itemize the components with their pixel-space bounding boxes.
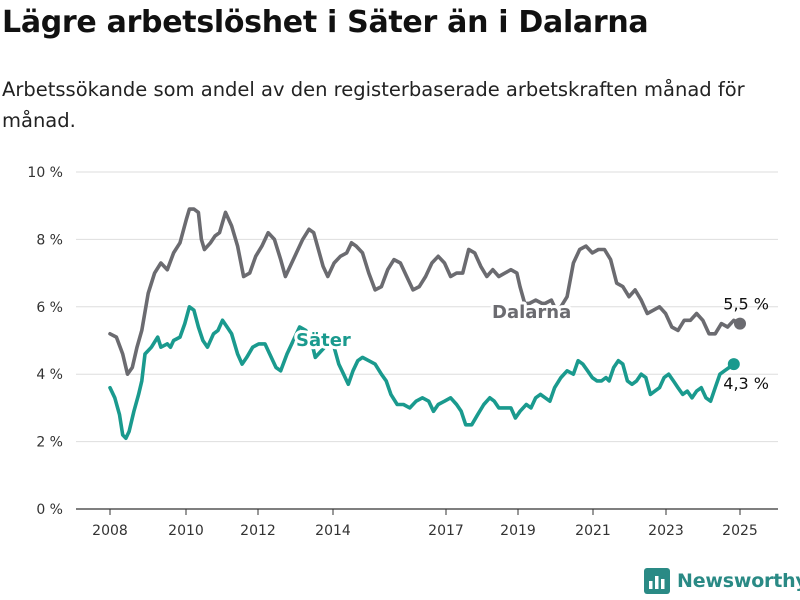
brand-name: Newsworthy xyxy=(677,570,800,592)
end-value-label: 4,3 % xyxy=(723,374,769,393)
x-tick-label: 2017 xyxy=(428,523,464,539)
x-tick-label: 2021 xyxy=(575,523,611,539)
chart-title: Lägre arbetslöshet i Säter än i Dalarna xyxy=(2,5,649,40)
y-tick-label: 0 % xyxy=(36,502,63,518)
series-line-dalarna xyxy=(108,207,742,376)
y-tick-label: 8 % xyxy=(36,232,63,248)
chart-subtitle: Arbetssökande som andel av den registerb… xyxy=(2,78,745,132)
end-point-dalarna xyxy=(734,317,746,330)
x-tick-label: 2008 xyxy=(92,523,128,539)
series-lines xyxy=(108,207,746,440)
bar-chart-logo-icon xyxy=(644,568,670,594)
series-name-label: Dalarna xyxy=(492,302,571,323)
x-tick-label: 2014 xyxy=(315,523,351,539)
x-tick-label: 2019 xyxy=(500,523,536,539)
y-axis: 0 % 2 % 4 % 6 % 8 % 10 % xyxy=(27,165,63,518)
newsworthy-logo: Newsworthy xyxy=(644,568,800,594)
x-axis: 2008 2010 2012 2014 2017 2019 2021 2023 2025 xyxy=(92,509,758,539)
end-point-sater xyxy=(727,358,740,371)
series-line-sater xyxy=(108,305,736,440)
x-tick-label: 2012 xyxy=(240,523,276,539)
y-tick-label: 2 % xyxy=(36,435,63,451)
x-tick-label: 2010 xyxy=(168,523,204,539)
y-tick-label: 10 % xyxy=(27,165,63,181)
series-name-label: Säter xyxy=(296,330,351,351)
y-tick-label: 4 % xyxy=(36,367,63,383)
x-tick-label: 2023 xyxy=(648,523,684,539)
series-labels: 5,5 % 4,3 % Dalarna Säter xyxy=(293,295,769,393)
x-tick-label: 2025 xyxy=(722,523,758,539)
gridlines xyxy=(76,171,778,510)
line-chart: 0 % 2 % 4 % 6 % 8 % 10 % 2008 2010 2012 2014 2017… xyxy=(27,165,778,539)
y-tick-label: 6 % xyxy=(36,300,63,316)
end-value-label: 5,5 % xyxy=(723,295,769,314)
